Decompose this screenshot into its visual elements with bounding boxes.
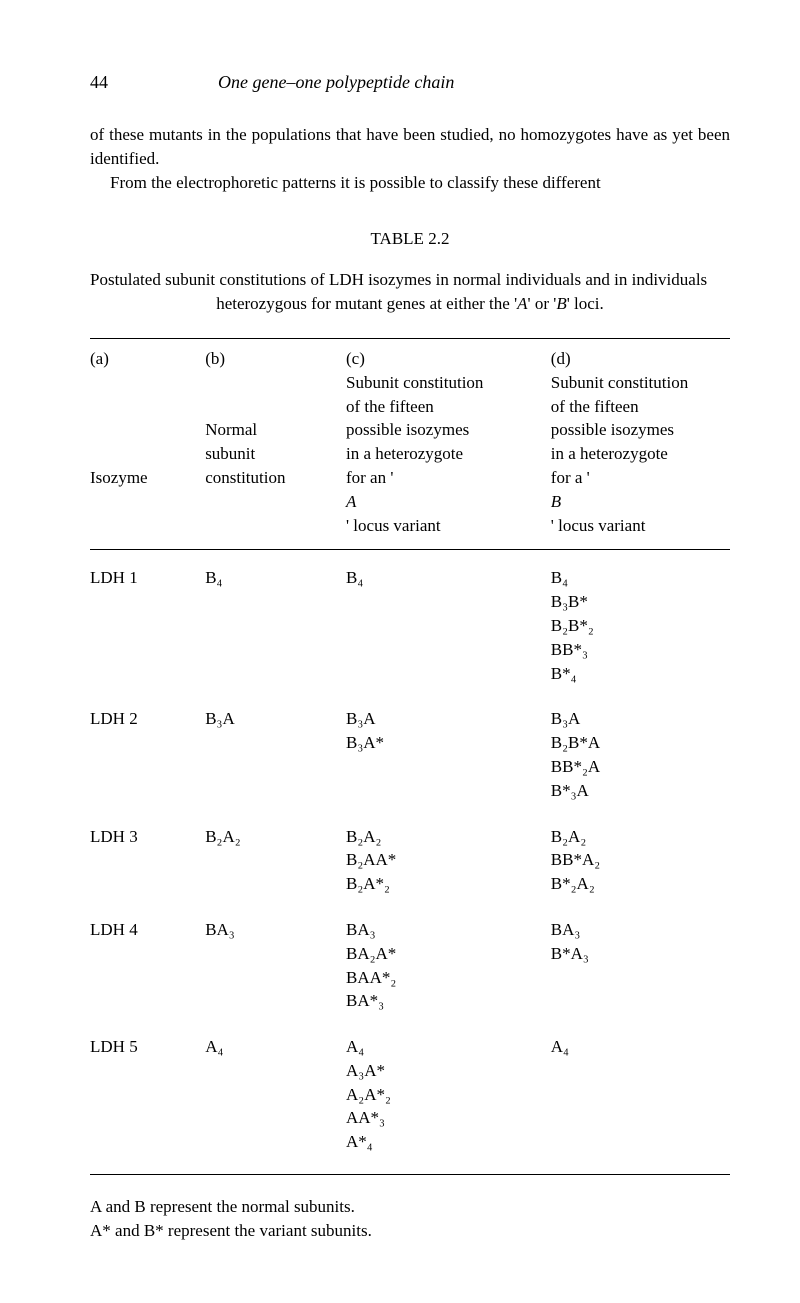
cell-isozyme: LDH 2: [90, 691, 205, 808]
cell-normal: B₄: [205, 550, 346, 691]
cell-variant-a: B₄: [346, 550, 551, 691]
cell-normal: A₄: [205, 1019, 346, 1174]
cell-variant-a: BA₃BA₂A*BAA*₂BA*₃: [346, 902, 551, 1019]
chapter-title: One gene–one polypeptide chain: [218, 70, 454, 95]
body-paragraph-1: of these mutants in the populations that…: [90, 123, 730, 171]
table-row: LDH 4BA₃BA₃BA₂A*BAA*₂BA*₃BA₃B*A₃: [90, 902, 730, 1019]
cell-isozyme: LDH 1: [90, 550, 205, 691]
cell-variant-b: BA₃B*A₃: [551, 902, 730, 1019]
header-col-a: (a) Isozyme: [90, 338, 205, 549]
table-row: LDH 5A₄A₄A₃A*A₂A*₂AA*₃A*₄A₄: [90, 1019, 730, 1174]
table-caption-line2: heterozygous for mutant genes at either …: [90, 292, 730, 316]
header-col-d: (d) Subunit constitution of the fifteen …: [551, 338, 730, 549]
table-title: TABLE 2.2: [90, 227, 730, 251]
cell-isozyme: LDH 3: [90, 809, 205, 902]
cell-variant-a: A₄A₃A*A₂A*₂AA*₃A*₄: [346, 1019, 551, 1174]
cell-isozyme: LDH 4: [90, 902, 205, 1019]
table-header-row: (a) Isozyme (b) Normal subunit constitut…: [90, 338, 730, 549]
cell-variant-b: A₄: [551, 1019, 730, 1174]
cell-isozyme: LDH 5: [90, 1019, 205, 1174]
cell-variant-b: B₃AB₂B*ABB*₂AB*₃A: [551, 691, 730, 808]
table-caption-line1: Postulated subunit constitutions of LDH …: [90, 270, 707, 289]
cell-variant-a: B₃AB₃A*: [346, 691, 551, 808]
body-paragraph-2: From the electrophoretic patterns it is …: [90, 171, 730, 195]
table-caption: Postulated subunit constitutions of LDH …: [90, 268, 730, 316]
footer-line-2: A* and B* represent the variant subunits…: [90, 1219, 730, 1243]
cell-normal: BA₃: [205, 902, 346, 1019]
page-number: 44: [90, 70, 108, 95]
table-row: LDH 1B₄B₄B₄B₃B*B₂B*₂BB*₃B*₄: [90, 550, 730, 691]
header-col-b: (b) Normal subunit constitution: [205, 338, 346, 549]
cell-variant-b: B₄B₃B*B₂B*₂BB*₃B*₄: [551, 550, 730, 691]
cell-variant-b: B₂A₂BB*A₂B*₂A₂: [551, 809, 730, 902]
cell-normal: B₃A: [205, 691, 346, 808]
table-row: LDH 3B₂A₂B₂A₂B₂AA*B₂A*₂B₂A₂BB*A₂B*₂A₂: [90, 809, 730, 902]
cell-normal: B₂A₂: [205, 809, 346, 902]
table-row: LDH 2B₃AB₃AB₃A*B₃AB₂B*ABB*₂AB*₃A: [90, 691, 730, 808]
header-col-c: (c) Subunit constitution of the fifteen …: [346, 338, 551, 549]
data-table: (a) Isozyme (b) Normal subunit constitut…: [90, 338, 730, 1175]
footer-line-1: A and B represent the normal subunits.: [90, 1195, 730, 1219]
footer-notes: A and B represent the normal subunits. A…: [90, 1195, 730, 1243]
cell-variant-a: B₂A₂B₂AA*B₂A*₂: [346, 809, 551, 902]
